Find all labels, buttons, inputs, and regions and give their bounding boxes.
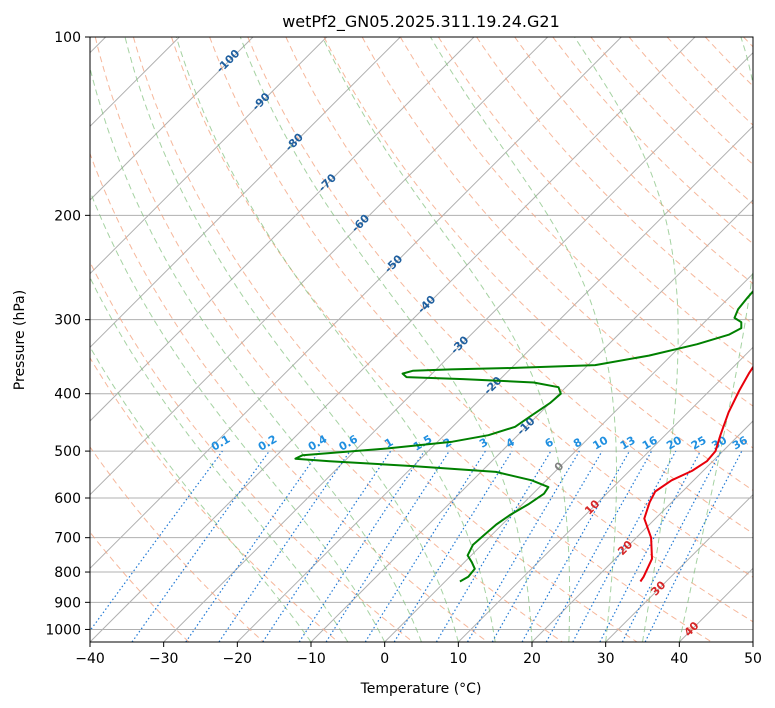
moist-adiabat [430, 37, 617, 642]
x-tick-label: −20 [223, 651, 253, 667]
dry-adiabat [361, 37, 753, 449]
dewpoint-trace [294, 289, 753, 583]
dry-adiabat [285, 37, 753, 534]
isotherm-line [90, 37, 622, 570]
y-tick-label: 600 [54, 491, 81, 507]
isotherm-line [163, 51, 753, 642]
x-tick-label: −40 [75, 651, 105, 667]
moist-adiabat [175, 37, 496, 642]
x-tick-label: 20 [523, 651, 541, 667]
dry-adiabat [247, 37, 753, 578]
isotherm-line [605, 493, 753, 642]
dry-adiabat [171, 37, 712, 642]
isotherm-line [90, 37, 254, 201]
mixing-ratio-line [262, 450, 392, 642]
mixing-ratio-line [131, 450, 270, 642]
mixing-ratio-line [325, 450, 450, 642]
x-axis-label: Temperature (°C) [360, 681, 482, 697]
isotherm-line [90, 37, 401, 349]
moist-adiabat [124, 37, 459, 642]
mixing-ratio-line [521, 450, 631, 642]
mixing-ratio-line [298, 450, 425, 642]
x-tick-label: 0 [380, 651, 389, 667]
y-tick-label: 100 [54, 30, 81, 46]
mixing-ratio-line [218, 450, 351, 642]
y-tick-label: 1000 [45, 622, 81, 638]
dry-adiabat [323, 37, 753, 491]
isotherm-line [384, 272, 753, 642]
isotherm-line [90, 37, 696, 642]
moist-adiabat [90, 276, 349, 642]
y-tick-label: 900 [54, 595, 81, 611]
y-tick-label: 500 [54, 444, 81, 460]
dry-adiabat [90, 152, 488, 642]
y-axis-label: Pressure (hPa) [12, 290, 28, 390]
dry-adiabat [94, 37, 563, 642]
isotherm-line [90, 37, 549, 496]
mixing-ratio-line [644, 450, 743, 642]
y-tick-label: 800 [54, 565, 81, 581]
moist-adiabat [321, 37, 571, 642]
chart-title: wetPf2_GN05.2025.311.19.24.G21 [282, 12, 560, 32]
moist-adiabat [239, 37, 533, 642]
x-tick-label: 50 [744, 651, 762, 667]
dry-adiabat [90, 356, 339, 642]
x-tick-label: 10 [449, 651, 467, 667]
dry-adiabat [90, 446, 264, 642]
mixing-ratio-line [393, 450, 513, 642]
dry-adiabat [552, 37, 753, 245]
mixing-ratio-line [545, 450, 653, 642]
dry-adiabat [209, 37, 753, 623]
x-tick-label: 40 [670, 651, 688, 667]
mixing-ratio-line [90, 450, 223, 632]
plot-frame [89, 36, 754, 643]
isotherm-line [90, 37, 328, 275]
dry-adiabat [399, 37, 753, 407]
moist-adiabat [574, 37, 679, 642]
moist-adiabat [90, 346, 312, 642]
moist-adiabat [90, 66, 422, 642]
isotherm-line [90, 37, 475, 422]
temperature-trace [639, 365, 753, 583]
moist-adiabat [90, 189, 386, 642]
dry-adiabat [132, 37, 638, 642]
y-tick-label: 300 [54, 313, 81, 329]
plot-area: 0.1 0.2 0.4 0.6 1 1.5 2 3 4 6 8 10 13 16 20 25 30 36-100-… [90, 37, 753, 642]
dry-adiabat [90, 260, 414, 642]
axes: −40 −30 −20 −10 0 10 20 30 40 50 100 200 300 400 500 60… [45, 30, 762, 667]
x-tick-label: 30 [597, 651, 615, 667]
dry-adiabat [590, 37, 753, 205]
isotherm-line [457, 346, 753, 642]
isotherm-line [236, 125, 753, 642]
x-tick-label: −30 [149, 651, 179, 667]
y-tick-label: 700 [54, 531, 81, 547]
y-tick-label: 400 [54, 387, 81, 403]
moist-adiabat [678, 37, 753, 642]
dry-adiabat [437, 37, 753, 366]
x-tick-label: −10 [296, 651, 326, 667]
isotherm-line [531, 420, 753, 642]
mixing-ratio-line [185, 450, 320, 642]
mixing-ratio-line [572, 450, 677, 642]
y-tick-label: 200 [54, 208, 81, 224]
